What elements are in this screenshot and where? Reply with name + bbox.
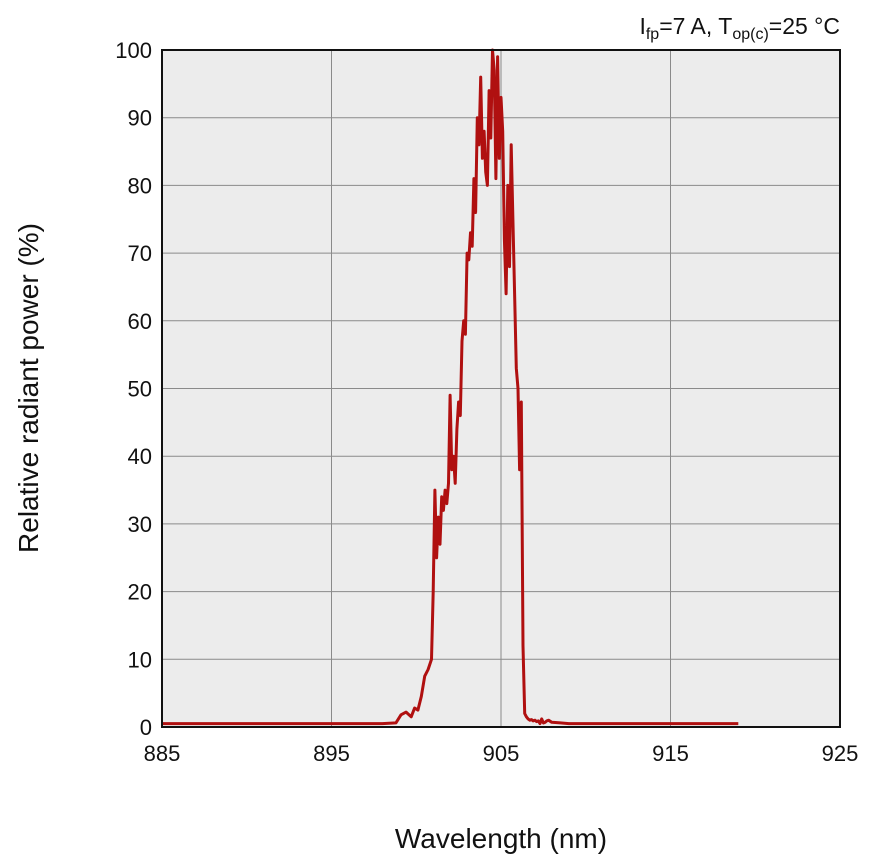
y-tick-label: 80 [128, 173, 152, 198]
y-tick-label: 70 [128, 241, 152, 266]
y-tick-label: 20 [128, 580, 152, 605]
temperature-subscript: op(c) [732, 26, 768, 43]
y-tick-labels: 0 10 20 30 40 50 60 70 80 90 100 [115, 38, 152, 740]
spectrum-line [162, 48, 739, 726]
y-tick-label: 90 [128, 106, 152, 131]
y-tick-label: 50 [128, 377, 152, 402]
series-group [162, 48, 739, 726]
x-tick-label: 915 [652, 741, 689, 766]
y-tick-label: 10 [128, 647, 152, 672]
y-tick-label: 0 [140, 715, 152, 740]
temperature-symbol: T [718, 13, 732, 39]
y-tick-label: 60 [128, 309, 152, 334]
current-value: =7 A, [659, 13, 718, 39]
y-tick-label: 30 [128, 512, 152, 537]
current-symbol: I [639, 13, 645, 39]
condition-annotation: Ifp=7 A, Top(c)=25 °C [639, 13, 840, 43]
x-tick-label: 925 [822, 741, 859, 766]
y-tick-label: 100 [115, 38, 152, 63]
y-tick-label: 40 [128, 444, 152, 469]
y-axis-label: Relative radiant power (%) [13, 223, 44, 553]
temperature-value: =25 °C [769, 13, 840, 39]
x-tick-label: 885 [144, 741, 181, 766]
x-axis-label: Wavelength (nm) [395, 823, 607, 854]
x-tick-label: 895 [313, 741, 350, 766]
x-tick-labels: 885 895 905 915 925 [144, 741, 859, 766]
x-tick-label: 905 [483, 741, 520, 766]
plot-frame [161, 49, 841, 728]
current-subscript: fp [646, 26, 659, 43]
